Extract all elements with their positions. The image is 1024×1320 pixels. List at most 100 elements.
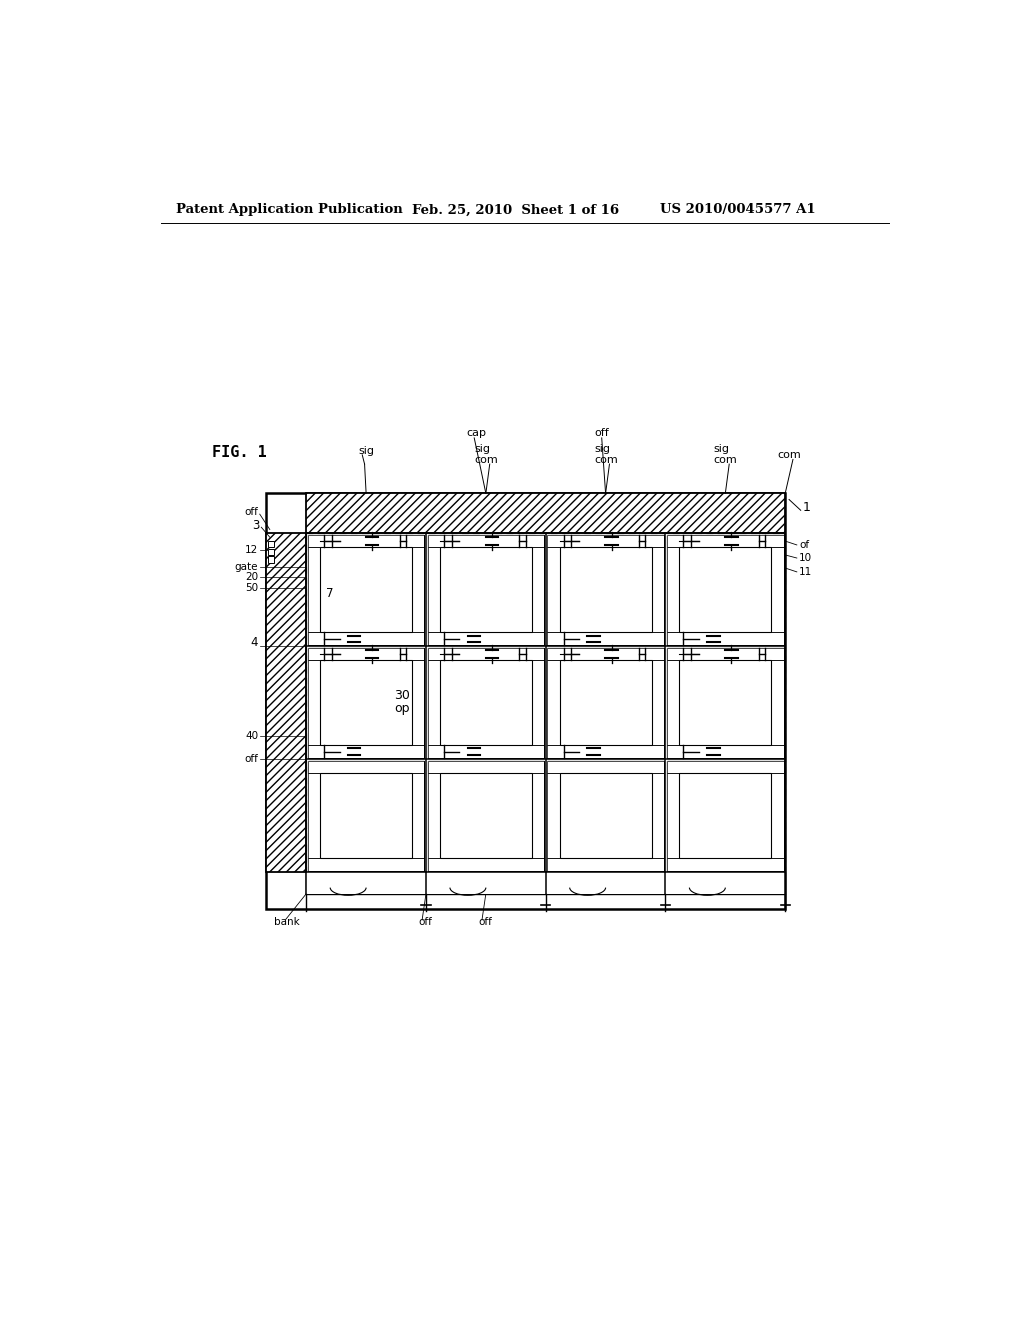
Text: bank: bank: [273, 917, 299, 927]
Bar: [428, 746, 544, 758]
Bar: [679, 548, 771, 632]
Bar: [531, 548, 544, 632]
Bar: [267, 557, 273, 562]
Bar: [308, 760, 424, 774]
Bar: [308, 760, 424, 871]
Bar: [428, 648, 544, 758]
Text: 4: 4: [251, 636, 258, 649]
Bar: [667, 746, 783, 758]
Bar: [771, 660, 783, 746]
Bar: [306, 494, 785, 533]
Bar: [667, 648, 783, 660]
Bar: [308, 660, 321, 746]
Bar: [667, 858, 783, 871]
Text: Patent Application Publication: Patent Application Publication: [176, 203, 402, 216]
Bar: [428, 760, 544, 774]
Bar: [651, 548, 664, 632]
Bar: [440, 660, 531, 746]
Bar: [428, 648, 544, 660]
Bar: [428, 548, 440, 632]
Text: of: of: [799, 540, 809, 550]
Bar: [547, 760, 664, 871]
Bar: [771, 548, 783, 632]
Text: cap: cap: [467, 428, 486, 438]
Bar: [308, 648, 424, 758]
Text: 11: 11: [799, 566, 812, 577]
Bar: [667, 648, 783, 660]
Bar: [308, 648, 424, 660]
Text: sig: sig: [358, 446, 375, 455]
Bar: [531, 548, 544, 632]
Bar: [547, 535, 664, 644]
Bar: [667, 535, 783, 548]
Text: gate: gate: [234, 562, 258, 573]
Bar: [308, 632, 424, 644]
Bar: [306, 873, 785, 894]
Bar: [667, 660, 679, 746]
Text: off: off: [245, 754, 258, 764]
Bar: [547, 632, 664, 644]
Bar: [308, 535, 424, 548]
Bar: [667, 535, 783, 548]
Bar: [651, 774, 664, 858]
Bar: [308, 746, 424, 758]
Bar: [428, 774, 440, 858]
Bar: [308, 548, 321, 632]
Bar: [547, 746, 664, 758]
Text: 1: 1: [802, 500, 810, 513]
Bar: [667, 535, 783, 644]
Bar: [428, 660, 440, 746]
Bar: [531, 660, 544, 746]
Bar: [266, 533, 306, 873]
Bar: [667, 632, 783, 644]
Text: com: com: [714, 455, 737, 465]
Bar: [428, 535, 544, 548]
Bar: [547, 760, 664, 774]
Text: off: off: [418, 917, 432, 927]
Text: sig: sig: [714, 444, 730, 454]
Bar: [308, 535, 424, 644]
Bar: [547, 660, 560, 746]
Text: 30: 30: [394, 689, 410, 702]
Bar: [547, 535, 664, 548]
Text: 7: 7: [326, 587, 333, 601]
Bar: [547, 858, 664, 871]
Bar: [651, 660, 664, 746]
Bar: [308, 632, 424, 644]
Bar: [667, 548, 679, 632]
Bar: [308, 774, 321, 858]
Text: sig: sig: [594, 444, 610, 454]
Bar: [428, 632, 544, 644]
Bar: [428, 548, 440, 632]
Bar: [667, 774, 679, 858]
Bar: [428, 760, 544, 871]
Bar: [667, 858, 783, 871]
Text: com: com: [777, 450, 801, 459]
Bar: [428, 535, 544, 548]
Text: off: off: [594, 428, 608, 438]
Bar: [428, 760, 544, 774]
Text: 50: 50: [245, 583, 258, 593]
Bar: [560, 548, 651, 632]
Text: 12: 12: [245, 545, 258, 556]
Bar: [308, 858, 424, 871]
Bar: [440, 774, 531, 858]
Bar: [667, 760, 783, 774]
Bar: [321, 548, 412, 632]
Bar: [412, 548, 424, 632]
Bar: [679, 660, 771, 746]
Text: US 2010/0045577 A1: US 2010/0045577 A1: [659, 203, 815, 216]
Bar: [428, 746, 544, 758]
Bar: [308, 548, 321, 632]
Bar: [428, 535, 544, 644]
Bar: [306, 873, 785, 894]
Bar: [667, 648, 783, 758]
Bar: [667, 632, 783, 644]
Bar: [267, 549, 273, 554]
Bar: [560, 660, 651, 746]
Bar: [547, 660, 560, 746]
Bar: [428, 858, 544, 871]
Bar: [771, 774, 783, 858]
Bar: [308, 535, 424, 548]
Bar: [531, 660, 544, 746]
